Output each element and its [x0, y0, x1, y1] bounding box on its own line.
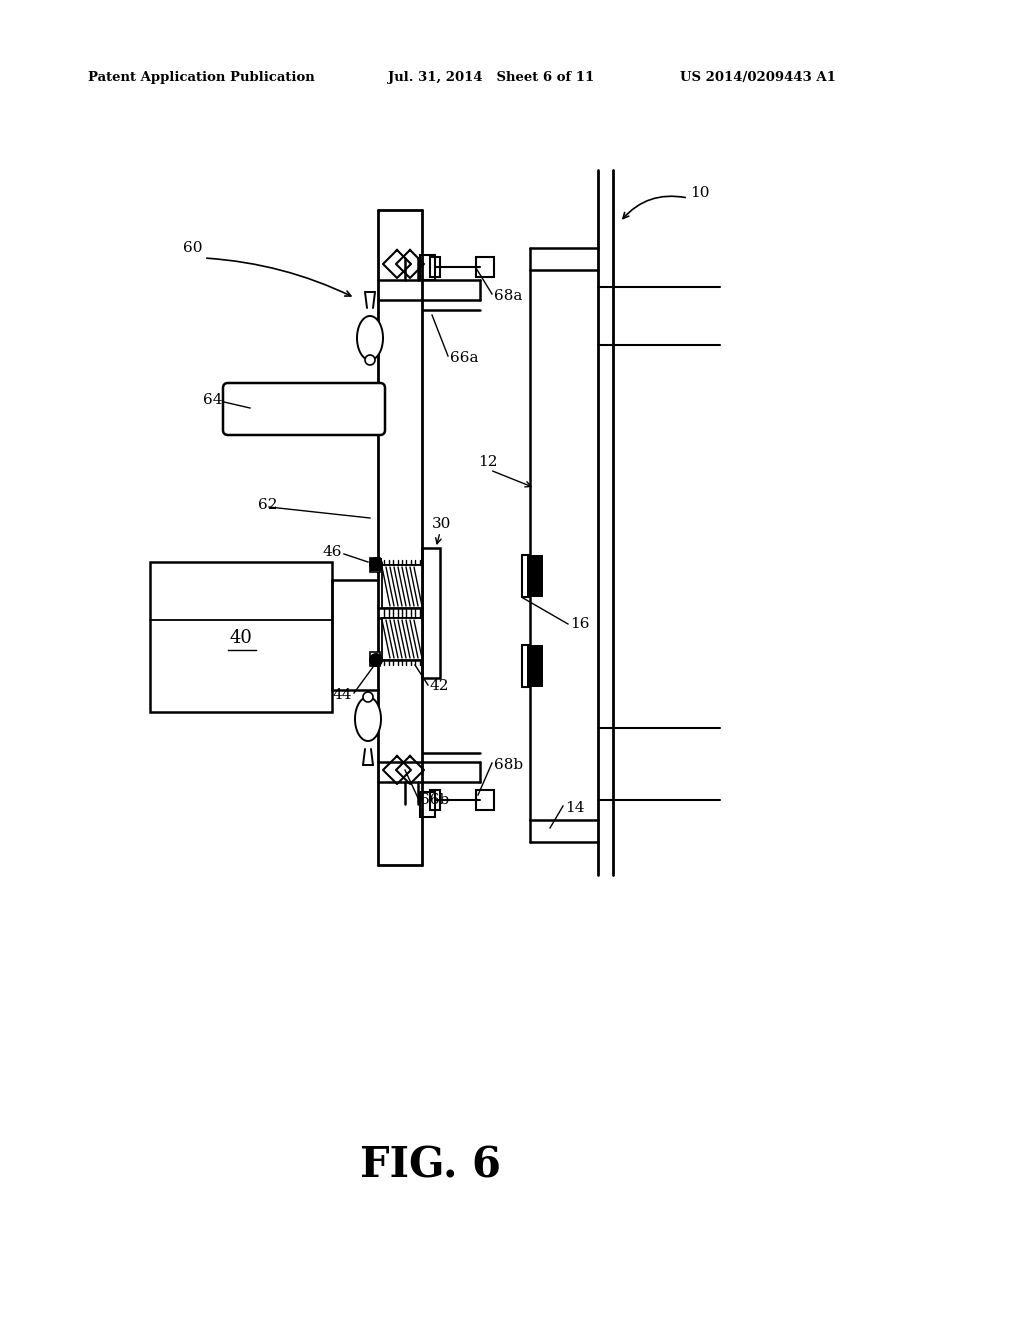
- Text: 64: 64: [203, 393, 222, 407]
- Text: 46: 46: [323, 545, 342, 558]
- Text: 12: 12: [478, 455, 498, 469]
- Polygon shape: [357, 315, 383, 360]
- Bar: [370, 558, 380, 572]
- Bar: [430, 789, 440, 810]
- Bar: [382, 565, 422, 609]
- Text: 68b: 68b: [494, 758, 523, 772]
- Bar: [370, 652, 380, 667]
- Bar: [370, 558, 382, 572]
- Text: 68a: 68a: [494, 289, 522, 304]
- Text: 30: 30: [432, 517, 452, 531]
- Bar: [476, 257, 494, 277]
- Bar: [430, 257, 440, 277]
- Text: 42: 42: [430, 678, 450, 693]
- Circle shape: [365, 355, 375, 366]
- Bar: [150, 562, 332, 711]
- Text: Jul. 31, 2014   Sheet 6 of 11: Jul. 31, 2014 Sheet 6 of 11: [388, 71, 594, 84]
- Text: 66b: 66b: [420, 793, 450, 807]
- Text: 14: 14: [565, 801, 585, 814]
- Bar: [420, 255, 435, 280]
- Text: 62: 62: [258, 498, 278, 512]
- Circle shape: [369, 557, 383, 572]
- Text: FIG. 6: FIG. 6: [359, 1144, 501, 1185]
- Text: Patent Application Publication: Patent Application Publication: [88, 71, 314, 84]
- Bar: [420, 792, 435, 817]
- Bar: [382, 618, 422, 660]
- Polygon shape: [355, 697, 381, 741]
- Bar: [476, 789, 494, 810]
- Text: US 2014/0209443 A1: US 2014/0209443 A1: [680, 71, 836, 84]
- Text: 44: 44: [333, 688, 352, 702]
- Bar: [527, 554, 543, 597]
- Bar: [527, 645, 543, 686]
- Text: 40: 40: [229, 630, 253, 647]
- Circle shape: [369, 653, 383, 667]
- Text: 10: 10: [690, 186, 710, 201]
- Bar: [370, 558, 382, 572]
- Text: 60: 60: [183, 242, 203, 255]
- Text: 66a: 66a: [450, 351, 478, 366]
- Text: 16: 16: [570, 616, 590, 631]
- Bar: [422, 548, 440, 678]
- Circle shape: [362, 692, 373, 702]
- FancyBboxPatch shape: [223, 383, 385, 436]
